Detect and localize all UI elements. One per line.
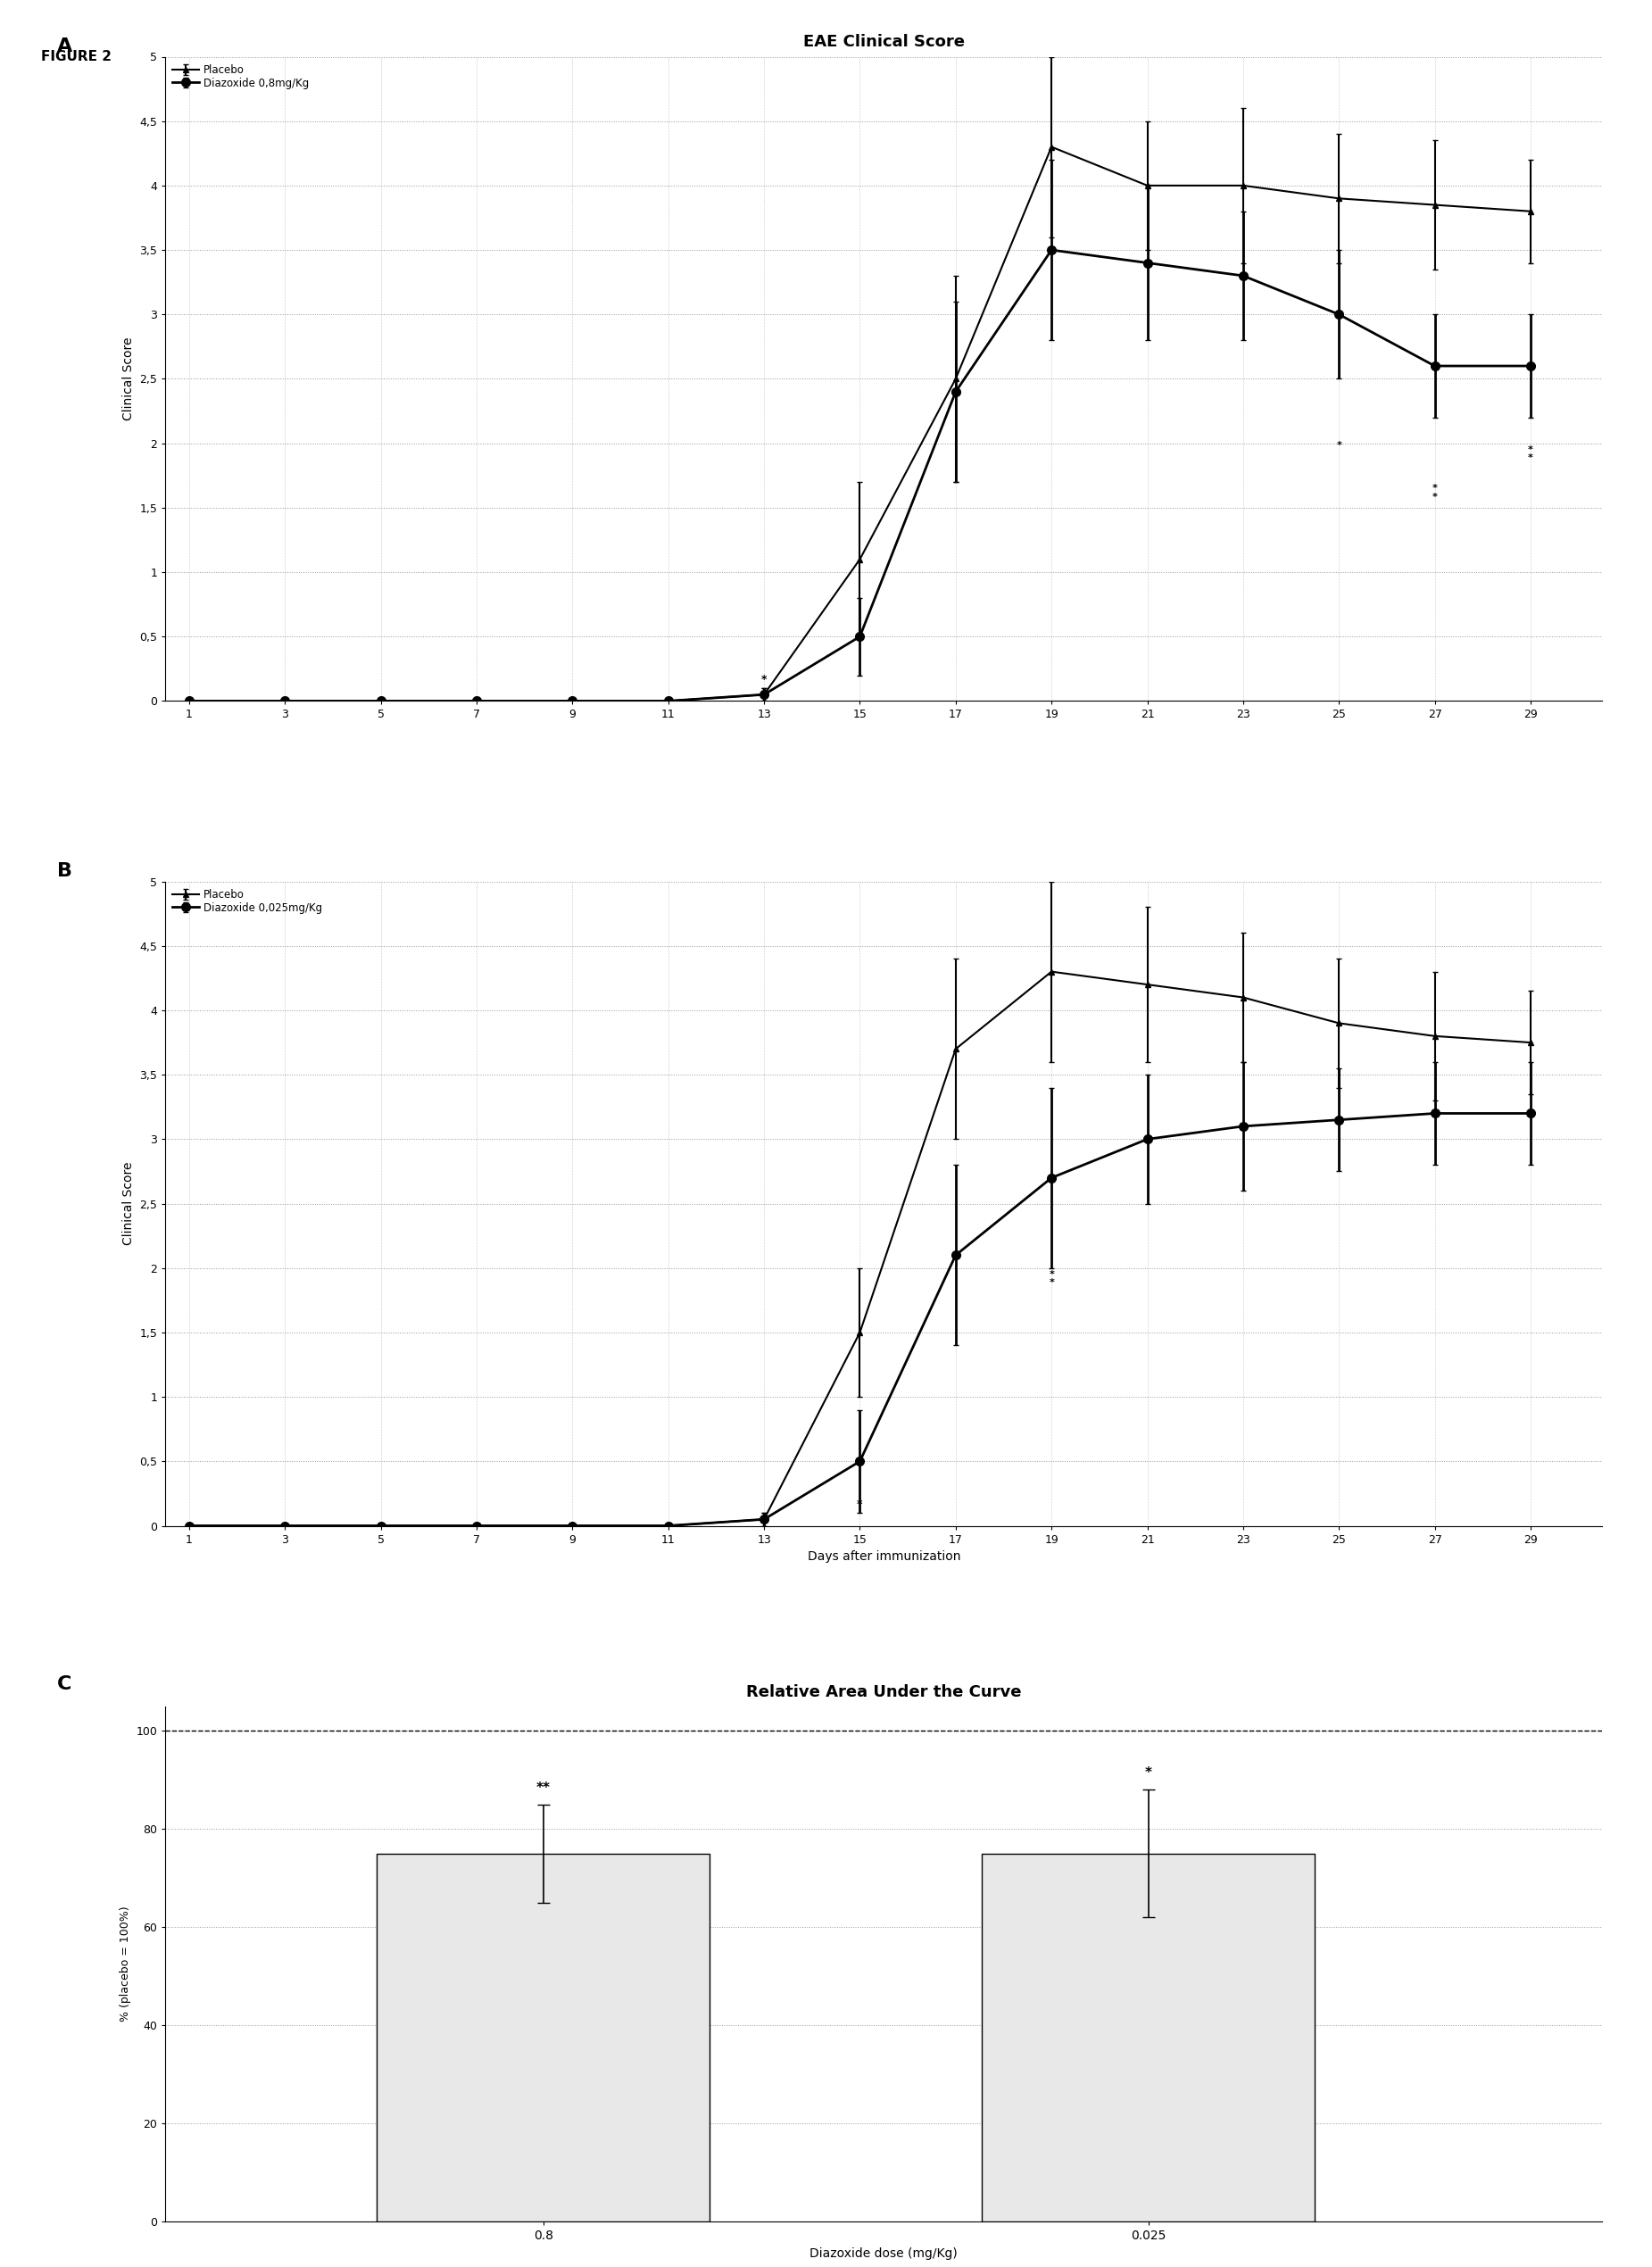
Bar xyxy=(983,1854,1315,2222)
Text: C: C xyxy=(58,1675,73,1693)
Text: *
*: * * xyxy=(1432,485,1437,501)
Y-axis label: Clinical Score: Clinical Score xyxy=(122,338,134,422)
Legend: Placebo, Diazoxide 0,8mg/Kg: Placebo, Diazoxide 0,8mg/Kg xyxy=(170,61,311,91)
Legend: Placebo, Diazoxide 0,025mg/Kg: Placebo, Diazoxide 0,025mg/Kg xyxy=(170,886,324,916)
Y-axis label: Clinical Score: Clinical Score xyxy=(122,1163,134,1245)
Text: *: * xyxy=(762,673,767,685)
X-axis label: Diazoxide dose (mg/Kg): Diazoxide dose (mg/Kg) xyxy=(809,2247,958,2260)
Text: *: * xyxy=(857,1498,862,1510)
Title: Relative Area Under the Curve: Relative Area Under the Curve xyxy=(747,1684,1021,1700)
Text: A: A xyxy=(58,36,73,54)
X-axis label: Days after immunization: Days after immunization xyxy=(808,1551,960,1562)
Text: **: ** xyxy=(537,1782,550,1795)
Text: *: * xyxy=(1336,440,1341,449)
Text: *: * xyxy=(1145,1766,1151,1780)
Title: EAE Clinical Score: EAE Clinical Score xyxy=(803,34,965,50)
Y-axis label: % (placebo = 100%): % (placebo = 100%) xyxy=(119,1907,131,2022)
Bar xyxy=(377,1854,710,2222)
Text: *
*: * * xyxy=(1049,1270,1054,1288)
Text: *
*: * * xyxy=(1528,447,1533,462)
Text: FIGURE 2: FIGURE 2 xyxy=(41,50,112,63)
Text: B: B xyxy=(58,861,73,880)
